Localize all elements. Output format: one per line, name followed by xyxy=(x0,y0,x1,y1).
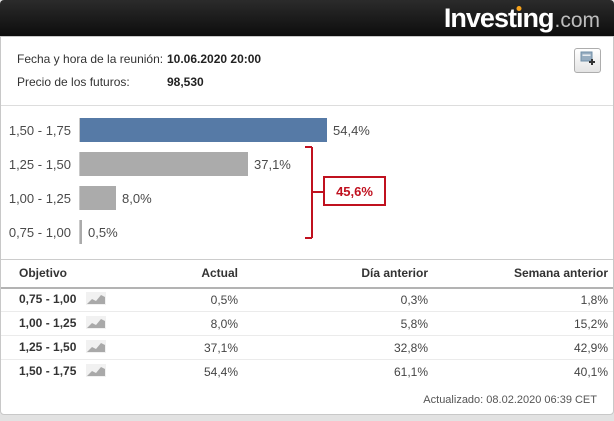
table-header-row: Objetivo Actual Día anterior Semana anterio… xyxy=(1,259,613,289)
semana-anterior-cell: 1,8% xyxy=(428,287,613,312)
target-range-label: 1,00 - 1,25 xyxy=(19,315,77,330)
bar-category-label: 0,75 - 1,00 xyxy=(8,224,71,240)
table-row: 1,25 - 1,50 37,1% 32,8% 42,9% xyxy=(1,335,613,360)
table-row: 1,00 - 1,25 8,0% 5,8% 15,2% xyxy=(1,311,613,336)
probability-bar xyxy=(80,118,327,142)
investing-logo[interactable]: Investı ng .com xyxy=(443,2,600,33)
probability-table: Objetivo Actual Día anterior Semana anterio… xyxy=(1,259,613,384)
combined-probability-box: 45,6% xyxy=(323,176,386,206)
target-range-label: 0,75 - 1,00 xyxy=(19,291,77,306)
column-header: Semana anterior xyxy=(428,259,613,289)
target-range-cell: 1,50 - 1,75 xyxy=(1,360,171,384)
bar-category-label: 1,50 - 1,75 xyxy=(8,122,71,138)
dia-anterior-cell: 32,8% xyxy=(238,335,428,360)
bar-row: 0,75 - 1,00 0,5% xyxy=(1,220,613,244)
semana-anterior-cell: 15,2% xyxy=(428,311,613,336)
meeting-date-row: Fecha y hora de la reunión: 10.06.2020 20… xyxy=(17,48,597,71)
meeting-date-label: Fecha y hora de la reunión: xyxy=(17,52,164,66)
target-range-cell: 0,75 - 1,00 xyxy=(1,287,171,312)
bar-track: 37,1% xyxy=(79,152,613,176)
meeting-info-section: Fecha y hora de la reunión: 10.06.2020 20… xyxy=(1,37,613,106)
chart-rows: 1,50 - 1,75 54,4% 1,25 - 1,50 37,1% 1,00 - 1… xyxy=(1,118,613,244)
bar-row: 1,00 - 1,25 8,0% xyxy=(1,186,613,210)
logo-suffix: .com xyxy=(554,8,600,32)
probability-table-section: Objetivo Actual Día anterior Semana anterio… xyxy=(1,259,613,384)
updated-timestamp: Actualizado: 08.02.2020 06:39 CET xyxy=(1,384,613,406)
mini-chart-icon[interactable] xyxy=(86,291,107,308)
target-range-label: 1,25 - 1,50 xyxy=(19,339,77,354)
mini-chart-icon[interactable] xyxy=(86,339,107,356)
bar-track: 8,0% xyxy=(79,186,613,210)
bar-value-label: 0,5% xyxy=(88,224,118,240)
target-range-cell: 1,25 - 1,50 xyxy=(1,335,171,360)
probability-bar xyxy=(80,152,248,176)
target-range-label: 1,50 - 1,75 xyxy=(19,363,77,378)
bracket-annotation xyxy=(304,146,325,244)
table-body: 0,75 - 1,00 0,5% 0,3% 1,8% 1,00 - 1,25 8,0% 5,… xyxy=(1,287,613,384)
bar-category-label: 1,00 - 1,25 xyxy=(8,190,71,206)
bar-track: 0,5% xyxy=(79,220,613,244)
logo-text: Investı ng xyxy=(443,2,555,33)
fed-rate-monitor-widget: Fecha y hora de la reunión: 10.06.2020 20… xyxy=(0,36,614,415)
bar-row: 1,50 - 1,75 54,4% xyxy=(1,118,613,142)
table-row: 0,75 - 1,00 0,5% 0,3% 1,8% xyxy=(1,287,613,312)
mini-chart-icon[interactable] xyxy=(86,315,107,332)
probability-bar xyxy=(80,186,116,210)
probability-bar xyxy=(80,220,82,244)
meeting-date-value: 10.06.2020 20:00 xyxy=(167,52,262,66)
dia-anterior-cell: 0,3% xyxy=(238,287,428,312)
futures-price-label: Precio de los futuros: xyxy=(17,75,130,89)
column-header: Objetivo xyxy=(1,259,171,289)
bar-row: 1,25 - 1,50 37,1% xyxy=(1,152,613,176)
top-bar: Investı ng .com xyxy=(0,0,614,36)
dia-anterior-cell: 5,8% xyxy=(238,311,428,336)
dia-anterior-cell: 61,1% xyxy=(393,364,428,379)
futures-price-row: Precio de los futuros: 98,530 xyxy=(17,71,597,94)
bar-track: 54,4% xyxy=(79,118,613,142)
column-header: Día anterior xyxy=(238,259,428,289)
add-to-website-button[interactable] xyxy=(574,48,601,73)
semana-anterior-cell: 40,1% xyxy=(573,364,608,379)
column-header: Actual xyxy=(171,259,238,289)
futures-price-value: 98,530 xyxy=(167,75,204,89)
bar-value-label: 8,0% xyxy=(122,190,152,206)
add-to-website-icon xyxy=(580,51,596,71)
probability-bar-chart: 1,50 - 1,75 54,4% 1,25 - 1,50 37,1% 1,00 - 1… xyxy=(1,106,613,259)
updated-label: Actualizado: xyxy=(423,393,484,406)
actual-cell: 37,1% xyxy=(171,335,238,360)
semana-anterior-cell: 42,9% xyxy=(428,335,613,360)
bar-category-label: 1,25 - 1,50 xyxy=(8,156,71,172)
target-range-cell: 1,00 - 1,25 xyxy=(1,311,171,336)
table-row: 1,50 - 1,75 54,4% 61,1% 40,1% xyxy=(1,360,613,384)
bar-value-label: 37,1% xyxy=(254,156,291,172)
orange-dot-icon xyxy=(516,5,522,11)
actual-cell: 0,5% xyxy=(171,287,238,312)
mini-chart-icon[interactable] xyxy=(86,363,107,380)
bar-value-label: 54,4% xyxy=(333,122,370,138)
updated-value: 08.02.2020 06:39 CET xyxy=(486,393,597,406)
actual-cell: 54,4% xyxy=(203,364,238,379)
actual-cell: 8,0% xyxy=(171,311,238,336)
